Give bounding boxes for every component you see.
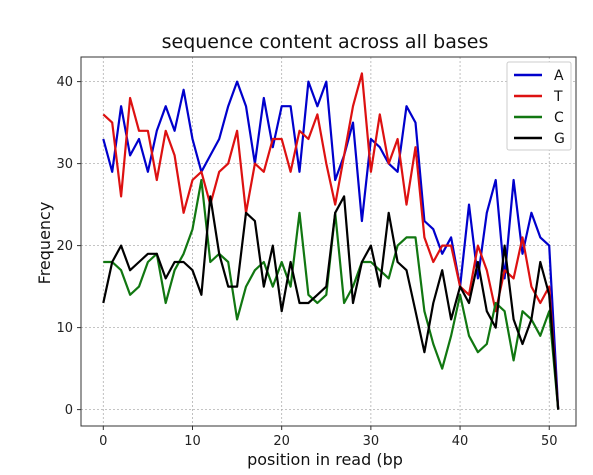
legend-label-A: A (554, 68, 564, 84)
x-tick-label: 40 (452, 434, 469, 449)
legend-label-T: T (553, 89, 563, 105)
series-lines (102, 72, 560, 410)
x-tick-label: 10 (184, 434, 201, 449)
plot-frame (80, 56, 577, 427)
legend-label-G: G (554, 131, 565, 147)
y-tick-label: 40 (56, 75, 73, 90)
y-tick-label: 30 (56, 157, 73, 172)
x-tick-label: 30 (363, 434, 380, 449)
y-axis-label: Frequency (35, 202, 54, 285)
series-line-A (102, 80, 560, 410)
series-line-T (102, 72, 560, 410)
x-tick-label: 0 (99, 434, 107, 449)
x-tick-label: 50 (541, 434, 558, 449)
legend-label-C: C (554, 110, 564, 126)
y-tick-label: 20 (56, 239, 73, 254)
grid (81, 57, 576, 426)
x-axis-label: position in read (bp (247, 450, 403, 469)
x-tick-label: 20 (273, 434, 290, 449)
tick-labels: 0 10 20 30 40 50 0 10 20 30 40 (56, 75, 557, 449)
chart-title: sequence content across all bases (162, 31, 489, 53)
y-tick-label: 0 (65, 403, 73, 418)
series-line-C (103, 178, 560, 410)
legend-box (506, 61, 572, 151)
series-line-G (102, 195, 560, 410)
y-tick-label: 10 (56, 321, 73, 336)
